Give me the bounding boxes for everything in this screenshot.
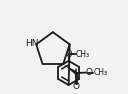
Polygon shape	[63, 64, 77, 74]
Text: O: O	[73, 81, 80, 91]
Text: O: O	[65, 50, 72, 59]
Text: HN: HN	[25, 39, 39, 48]
Text: CH₃: CH₃	[93, 68, 108, 77]
Text: CH₃: CH₃	[76, 50, 90, 59]
Text: O: O	[86, 68, 92, 77]
